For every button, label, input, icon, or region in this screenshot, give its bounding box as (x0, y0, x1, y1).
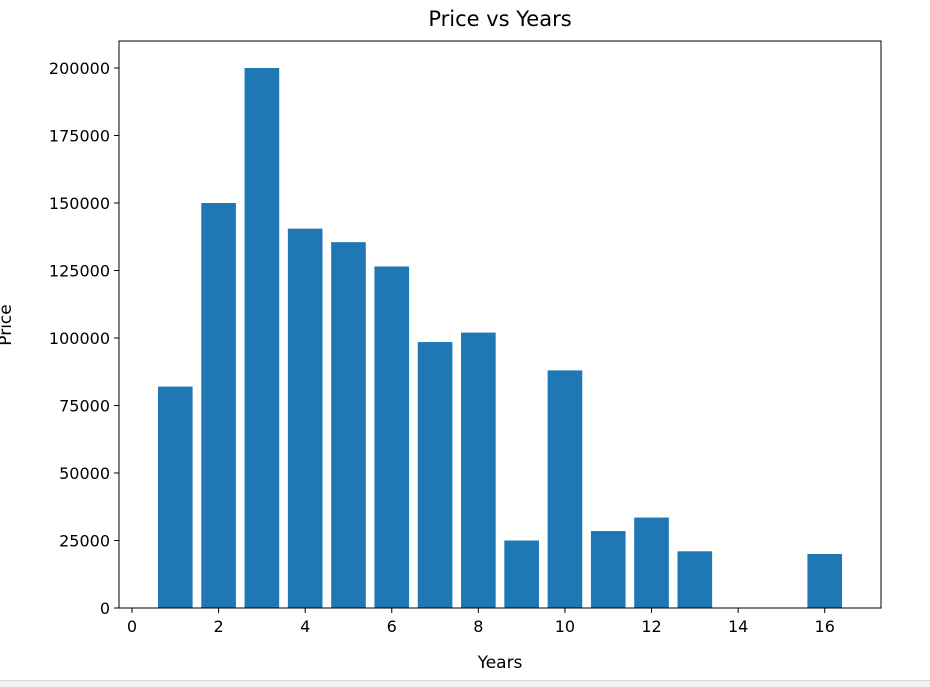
plot-frame (118, 40, 882, 609)
bar-year-8 (461, 332, 496, 608)
bar-year-9 (504, 540, 539, 608)
bar-year-12 (634, 517, 669, 608)
x-tick-label-12: 12 (641, 617, 661, 636)
bar-year-5 (331, 242, 366, 608)
bar-year-1 (157, 386, 193, 608)
bar-year-4 (287, 228, 323, 608)
x-tick-label-14: 14 (728, 617, 748, 636)
x-tick-label-8: 8 (473, 617, 483, 636)
x-tick-label-16: 16 (815, 617, 835, 636)
y-tick-label-50000: 50000 (59, 464, 110, 483)
y-tick-label-25000: 25000 (59, 532, 110, 551)
y-tick-label-150000: 150000 (49, 194, 110, 213)
bar-year-3 (244, 68, 280, 608)
bar-year-11 (590, 531, 626, 608)
bar-year-2 (201, 203, 236, 608)
window-bottom-edge (0, 680, 930, 687)
bars-group (157, 68, 843, 608)
y-axis-title: Price (0, 304, 16, 345)
bar-year-16 (807, 554, 843, 608)
bar-year-13 (677, 551, 713, 608)
x-tick-label-0: 0 (127, 617, 137, 636)
chart-title: Price vs Years (428, 7, 571, 31)
x-axis-ticks: 0 2 4 6 8 10 12 14 16 (127, 608, 835, 636)
x-tick-label-4: 4 (300, 617, 310, 636)
y-tick-label-200000: 200000 (49, 59, 110, 78)
y-tick-label-0: 0 (100, 599, 110, 618)
x-tick-label-10: 10 (555, 617, 575, 636)
bar-year-6 (374, 266, 410, 608)
x-tick-label-2: 2 (213, 617, 223, 636)
y-tick-label-175000: 175000 (49, 127, 110, 146)
y-axis-ticks: 0 25000 50000 75000 100000 125000 150000 175000… (49, 59, 119, 618)
bar-year-10 (547, 370, 583, 608)
y-tick-label-75000: 75000 (59, 397, 110, 416)
bar-year-7 (417, 342, 453, 608)
x-axis-title: Years (477, 653, 523, 673)
y-tick-label-100000: 100000 (49, 329, 110, 348)
y-tick-label-125000: 125000 (49, 262, 110, 281)
x-tick-label-6: 6 (387, 617, 397, 636)
